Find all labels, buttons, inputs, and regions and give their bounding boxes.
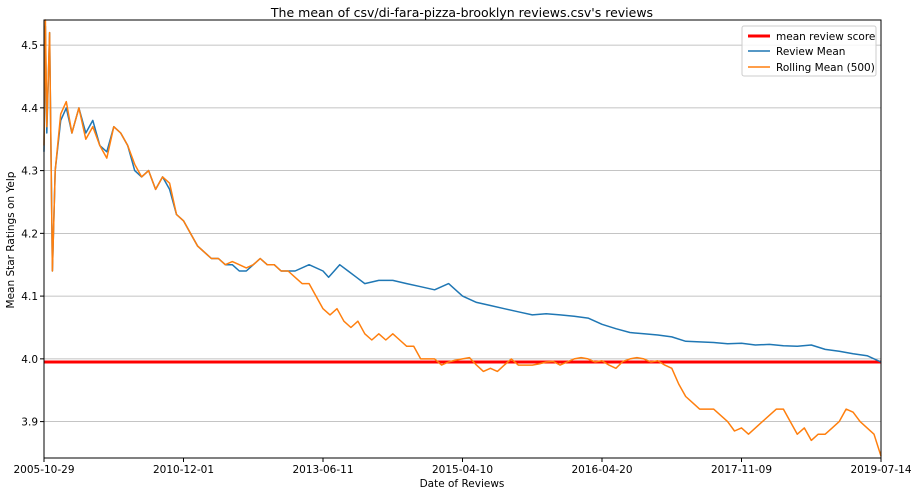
legend-label-review-mean: Review Mean [776, 46, 845, 58]
x-tick-label: 2016-04-20 [571, 464, 632, 476]
legend-label-rolling-mean: Rolling Mean (500) [776, 62, 875, 74]
y-tick-label: 4.0 [21, 354, 38, 366]
x-tick-label: 2015-04-10 [432, 464, 493, 476]
review-mean-line [43, 25, 882, 363]
series-lines [43, 19, 882, 457]
legend-label-mean-review-score: mean review score [776, 31, 875, 43]
legend-box [741, 25, 877, 77]
x-axis-ticks: 2005-10-29 2010-12-01 2013-06-11 2015-04-10… [13, 458, 911, 476]
x-axis-label: Date of Reviews [420, 478, 505, 490]
x-tick-label: 2013-06-11 [292, 464, 353, 476]
y-gridlines [44, 44, 881, 423]
y-axis-label: Mean Star Ratings on Yelp [5, 171, 17, 308]
chart-title: The mean of csv/di-fara-pizza-brooklyn r… [270, 5, 653, 20]
y-tick-label: 4.4 [21, 103, 38, 115]
y-tick-label: 4.1 [21, 291, 38, 303]
y-tick-label: 4.3 [21, 166, 38, 178]
rolling-mean-line [43, 19, 882, 457]
legend: mean review score Review Mean Rolling Me… [741, 25, 877, 77]
y-axis-ticks: 3.9 4.0 4.1 4.2 4.3 4.4 4.5 [21, 40, 44, 429]
y-tick-label: 4.2 [21, 228, 38, 240]
plot-area-frame [43, 19, 882, 459]
x-tick-label: 2019-07-14 [850, 464, 911, 476]
y-tick-label: 4.5 [21, 40, 38, 52]
x-tick-label: 2005-10-29 [13, 464, 74, 476]
x-tick-label: 2010-12-01 [153, 464, 214, 476]
x-tick-label: 2017-11-09 [711, 464, 772, 476]
y-tick-label: 3.9 [21, 417, 38, 429]
